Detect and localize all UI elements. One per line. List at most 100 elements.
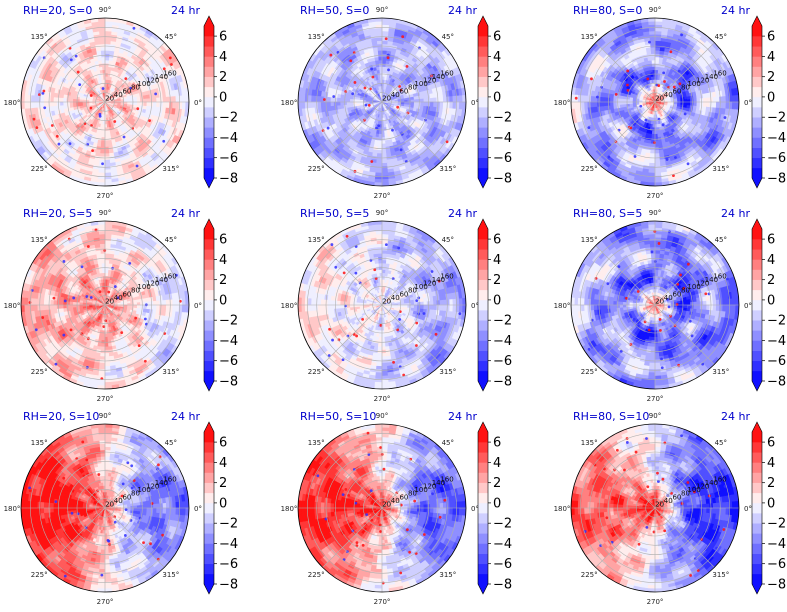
angle-tick-label: 225° bbox=[581, 368, 598, 376]
angle-tick-label: 135° bbox=[31, 236, 48, 244]
grid-spoke bbox=[595, 42, 656, 103]
colorbar: 6 4 2 0 −2 −4 −6 −8 bbox=[203, 15, 238, 189]
angle-tick-label: 45° bbox=[715, 33, 727, 41]
angle-tick-label: 0° bbox=[744, 302, 752, 310]
radial-tick-label: 60 bbox=[672, 87, 681, 95]
radial-tick-label: 60 bbox=[122, 290, 131, 298]
colorbar-segment bbox=[752, 320, 762, 331]
colorbar-tick-label: 0 bbox=[493, 496, 501, 511]
angle-tick-label: 225° bbox=[31, 368, 48, 376]
colorbar-segment bbox=[204, 360, 214, 372]
angle-tick-label: 315° bbox=[439, 165, 456, 173]
colorbar-segment bbox=[204, 229, 214, 240]
angle-tick-label: 0° bbox=[744, 99, 752, 107]
colorbar-segment bbox=[752, 432, 762, 443]
colorbar-segment bbox=[752, 259, 762, 270]
colorbar-segment bbox=[752, 56, 762, 67]
colorbar-extend-min bbox=[478, 178, 488, 188]
radial-tick-label: 40 bbox=[114, 91, 123, 99]
colorbar-segment bbox=[478, 147, 488, 159]
colorbar-segment bbox=[478, 157, 488, 169]
angle-tick-label: 45° bbox=[715, 439, 727, 447]
polar-panel: 90°135°180°225°270°315°0°45°20 40 60 801001… bbox=[281, 4, 479, 200]
angle-tick-label: 270° bbox=[97, 192, 114, 200]
colorbar-tick-label: 0 bbox=[219, 90, 227, 105]
grid-spoke bbox=[322, 448, 383, 509]
colorbar-segment bbox=[204, 482, 214, 494]
colorbar-tick-label: −2 bbox=[219, 314, 238, 329]
colorbar-tick-label: −6 bbox=[219, 151, 238, 166]
colorbar-segment bbox=[478, 320, 488, 331]
colorbar-tick-label: −6 bbox=[767, 557, 786, 572]
angle-tick-label: 45° bbox=[165, 236, 177, 244]
colorbar: 6 4 2 0 −2 −4 −6 −8 bbox=[477, 15, 512, 189]
colorbar-extend-max bbox=[204, 16, 214, 26]
radial-tick-label: 100 bbox=[414, 283, 427, 291]
angle-tick-label: 45° bbox=[165, 439, 177, 447]
radial-tick-label: 20 bbox=[105, 94, 114, 102]
grid-spoke bbox=[654, 245, 715, 306]
colorbar-segment bbox=[204, 46, 214, 57]
angle-tick-label: 135° bbox=[31, 33, 48, 41]
grid-spoke bbox=[381, 304, 442, 365]
radial-tick-label: 120 bbox=[696, 77, 709, 85]
colorbar-tick-label: 0 bbox=[219, 496, 227, 511]
colorbar-extend-min bbox=[204, 584, 214, 594]
panel-title: RH=20, S=5 bbox=[23, 207, 92, 220]
polar-frame bbox=[20, 17, 190, 187]
colorbar-extend-min bbox=[478, 584, 488, 594]
colorbar-segment bbox=[752, 86, 762, 98]
colorbar-extend-max bbox=[752, 422, 762, 432]
polar-panel: 90°135°180°225°270°315°0°45°20 40 60 801001… bbox=[281, 207, 479, 403]
angle-tick-label: 225° bbox=[308, 165, 325, 173]
angle-tick-label: 180° bbox=[281, 99, 298, 107]
angle-tick-label: 315° bbox=[712, 571, 729, 579]
colorbar: 6 4 2 0 −2 −4 −6 −8 bbox=[203, 218, 238, 392]
colorbar-tick-label: −4 bbox=[219, 334, 238, 349]
colorbar-segment bbox=[752, 76, 762, 88]
colorbar-segment bbox=[204, 269, 214, 280]
radial-tick-label: 140 bbox=[432, 73, 445, 81]
colorbar-segment bbox=[204, 370, 214, 382]
panel-title: RH=20, S=0 bbox=[23, 4, 92, 17]
radial-tick-label: 160 bbox=[440, 272, 453, 280]
grid-spoke bbox=[322, 507, 383, 568]
colorbar-segment bbox=[204, 36, 214, 47]
angle-tick-label: 135° bbox=[581, 439, 598, 447]
colorbar-segment bbox=[752, 46, 762, 57]
colorbar-segment bbox=[752, 513, 762, 524]
radial-tick-label: 140 bbox=[155, 276, 168, 284]
radial-tick-label: 140 bbox=[705, 73, 718, 81]
radial-tick-label: 80 bbox=[681, 84, 690, 92]
colorbar-extend-max bbox=[204, 219, 214, 229]
grid-spoke bbox=[322, 304, 383, 365]
colorbar-segment bbox=[204, 533, 214, 544]
angle-tick-label: 180° bbox=[4, 505, 21, 513]
colorbar-extend-max bbox=[752, 219, 762, 229]
colorbar-tick-label: −8 bbox=[493, 375, 512, 390]
colorbar-segment bbox=[752, 523, 762, 534]
polar-panel: 90°135°180°225°270°315°0°45°20 40 60 801001… bbox=[554, 410, 752, 606]
colorbar-segment bbox=[752, 563, 762, 575]
angle-tick-label: 90° bbox=[99, 209, 111, 217]
polar-panel: 90°135°180°225°270°315°0°45°20 40 60 801001… bbox=[281, 410, 479, 606]
colorbar-segment bbox=[752, 502, 762, 514]
colorbar-tick-label: 2 bbox=[219, 476, 227, 491]
colorbar-tick-label: 0 bbox=[493, 90, 501, 105]
angle-tick-label: 225° bbox=[581, 571, 598, 579]
colorbar-segment bbox=[478, 513, 488, 524]
colorbar-tick-label: −8 bbox=[493, 172, 512, 187]
colorbar-tick-label: 2 bbox=[767, 273, 775, 288]
angle-tick-label: 315° bbox=[439, 368, 456, 376]
colorbar: 6 4 2 0 −2 −4 −6 −8 bbox=[751, 218, 786, 392]
colorbar-tick-label: 0 bbox=[767, 90, 775, 105]
angle-tick-label: 225° bbox=[31, 165, 48, 173]
polar-panel: 90°135°180°225°270°315°0°45°20 40 60 801001… bbox=[554, 4, 752, 200]
colorbar-segment bbox=[204, 107, 214, 118]
colorbar-tick-label: 4 bbox=[767, 50, 775, 65]
colorbar-tick-label: −2 bbox=[219, 111, 238, 126]
radial-tick-label: 140 bbox=[432, 479, 445, 487]
angle-tick-label: 270° bbox=[97, 598, 114, 606]
colorbar-segment bbox=[752, 147, 762, 159]
colorbar-segment bbox=[752, 167, 762, 179]
